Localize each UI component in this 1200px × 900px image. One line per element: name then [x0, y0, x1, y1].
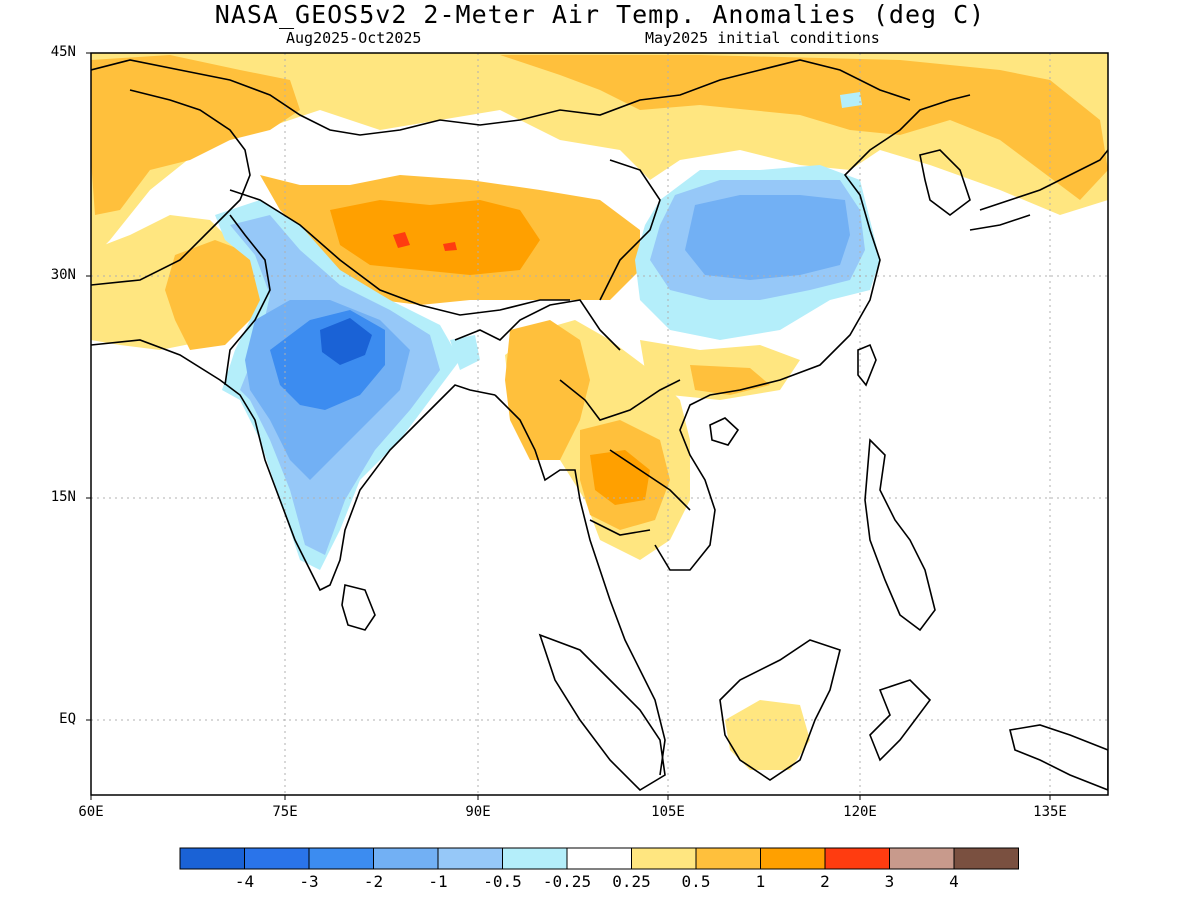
- colorbar-swatch: [373, 847, 439, 870]
- seasia-coast: [494, 394, 666, 776]
- colorbar-swatch: [308, 847, 374, 870]
- colorbar-swatch: [889, 847, 955, 870]
- china-interior: [599, 159, 661, 301]
- colorbar-label: 0.5: [681, 872, 711, 891]
- sumatra: [538, 633, 666, 792]
- pakistan-india: [224, 214, 271, 386]
- colorbar-label: -0.5: [483, 872, 522, 891]
- srilanka: [341, 584, 376, 631]
- y-tick-label: 30N: [50, 267, 76, 283]
- colorbar-label: -0.25: [542, 872, 592, 891]
- colorbar-label: -4: [234, 872, 255, 891]
- hainan: [709, 417, 740, 446]
- axis-ticks: [86, 52, 1051, 800]
- colorbar-label: -2: [363, 872, 384, 891]
- himalaya-border: [229, 189, 570, 316]
- anomaly-0.5-1-myanmar: [505, 320, 590, 460]
- initial-conditions: May2025 initial conditions: [645, 29, 880, 47]
- japan-korea: [919, 149, 1108, 231]
- colorbar-swatch: [953, 847, 1019, 870]
- anomaly-0.5-1-northwest: [91, 55, 300, 215]
- anomaly-neg0.25-north: [840, 92, 862, 108]
- y-tick-label: EQ: [59, 711, 76, 727]
- bangladesh-myanmar: [454, 299, 621, 351]
- india-coast: [91, 339, 496, 592]
- colorbar-label: 4: [949, 872, 959, 891]
- colorbar-swatch: [437, 847, 503, 870]
- anomaly-field: [91, 53, 1108, 795]
- colorbar-swatch: [631, 847, 697, 870]
- colorbar-swatch: [760, 847, 826, 870]
- newguinea-west: [1009, 724, 1108, 791]
- anomaly-0.25-0.5-borneo: [725, 700, 810, 770]
- taiwan: [857, 343, 877, 387]
- indochina-borders: [559, 379, 691, 536]
- colorbar-label: -1: [428, 872, 448, 891]
- westasia-border: [91, 89, 251, 286]
- northern-border: [91, 59, 911, 136]
- borneo: [719, 639, 841, 781]
- anomaly-2-3-spot1: [393, 232, 410, 248]
- map-title: NASA_GEOS5v2 2-Meter Air Temp. Anomalies…: [214, 0, 986, 29]
- colorbar: [179, 847, 1019, 870]
- anomaly-1-2-thailand: [590, 450, 650, 505]
- colorbar-label: 3: [884, 872, 895, 891]
- colorbar-label: -3: [299, 872, 319, 891]
- x-tick-label: 90E: [465, 804, 491, 820]
- map-frame: [90, 52, 1109, 796]
- y-tick-label: 15N: [50, 489, 76, 505]
- x-tick-label: 75E: [272, 804, 298, 820]
- anomaly-0.5-1-pakistan: [165, 240, 270, 350]
- y-tick-label: 45N: [50, 44, 76, 60]
- x-tick-label: 135E: [1033, 804, 1067, 820]
- philippines: [864, 438, 936, 632]
- x-tick-label: 120E: [843, 804, 877, 820]
- colorbar-label: 0.25: [612, 872, 651, 891]
- anomaly-1-2-tibet: [330, 200, 540, 275]
- x-tick-label: 105E: [651, 804, 685, 820]
- anomaly-neg0.25-bangladesh: [450, 335, 480, 370]
- anomaly-neg1-china: [685, 195, 850, 280]
- colorbar-swatch: [566, 847, 632, 870]
- anomaly-0.5-1-northeast: [500, 55, 1108, 200]
- colorbar-label: 1: [755, 872, 766, 891]
- indochina-coast: [654, 94, 971, 571]
- colorbar-swatch: [695, 847, 761, 870]
- anomaly-2-3-spot2: [443, 242, 457, 251]
- colorbar-swatch: [502, 847, 568, 870]
- forecast-period: Aug2025-Oct2025: [286, 29, 422, 47]
- colorbar-swatch: [824, 847, 890, 870]
- gridlines: [91, 53, 1108, 795]
- colorbar-swatch: [179, 847, 245, 870]
- sulawesi: [869, 679, 932, 762]
- coastlines: [91, 59, 1108, 792]
- colorbar-swatch: [244, 847, 310, 870]
- x-tick-label: 60E: [78, 804, 104, 820]
- anomaly-neg3-india: [320, 318, 372, 365]
- colorbar-label: 2: [820, 872, 830, 891]
